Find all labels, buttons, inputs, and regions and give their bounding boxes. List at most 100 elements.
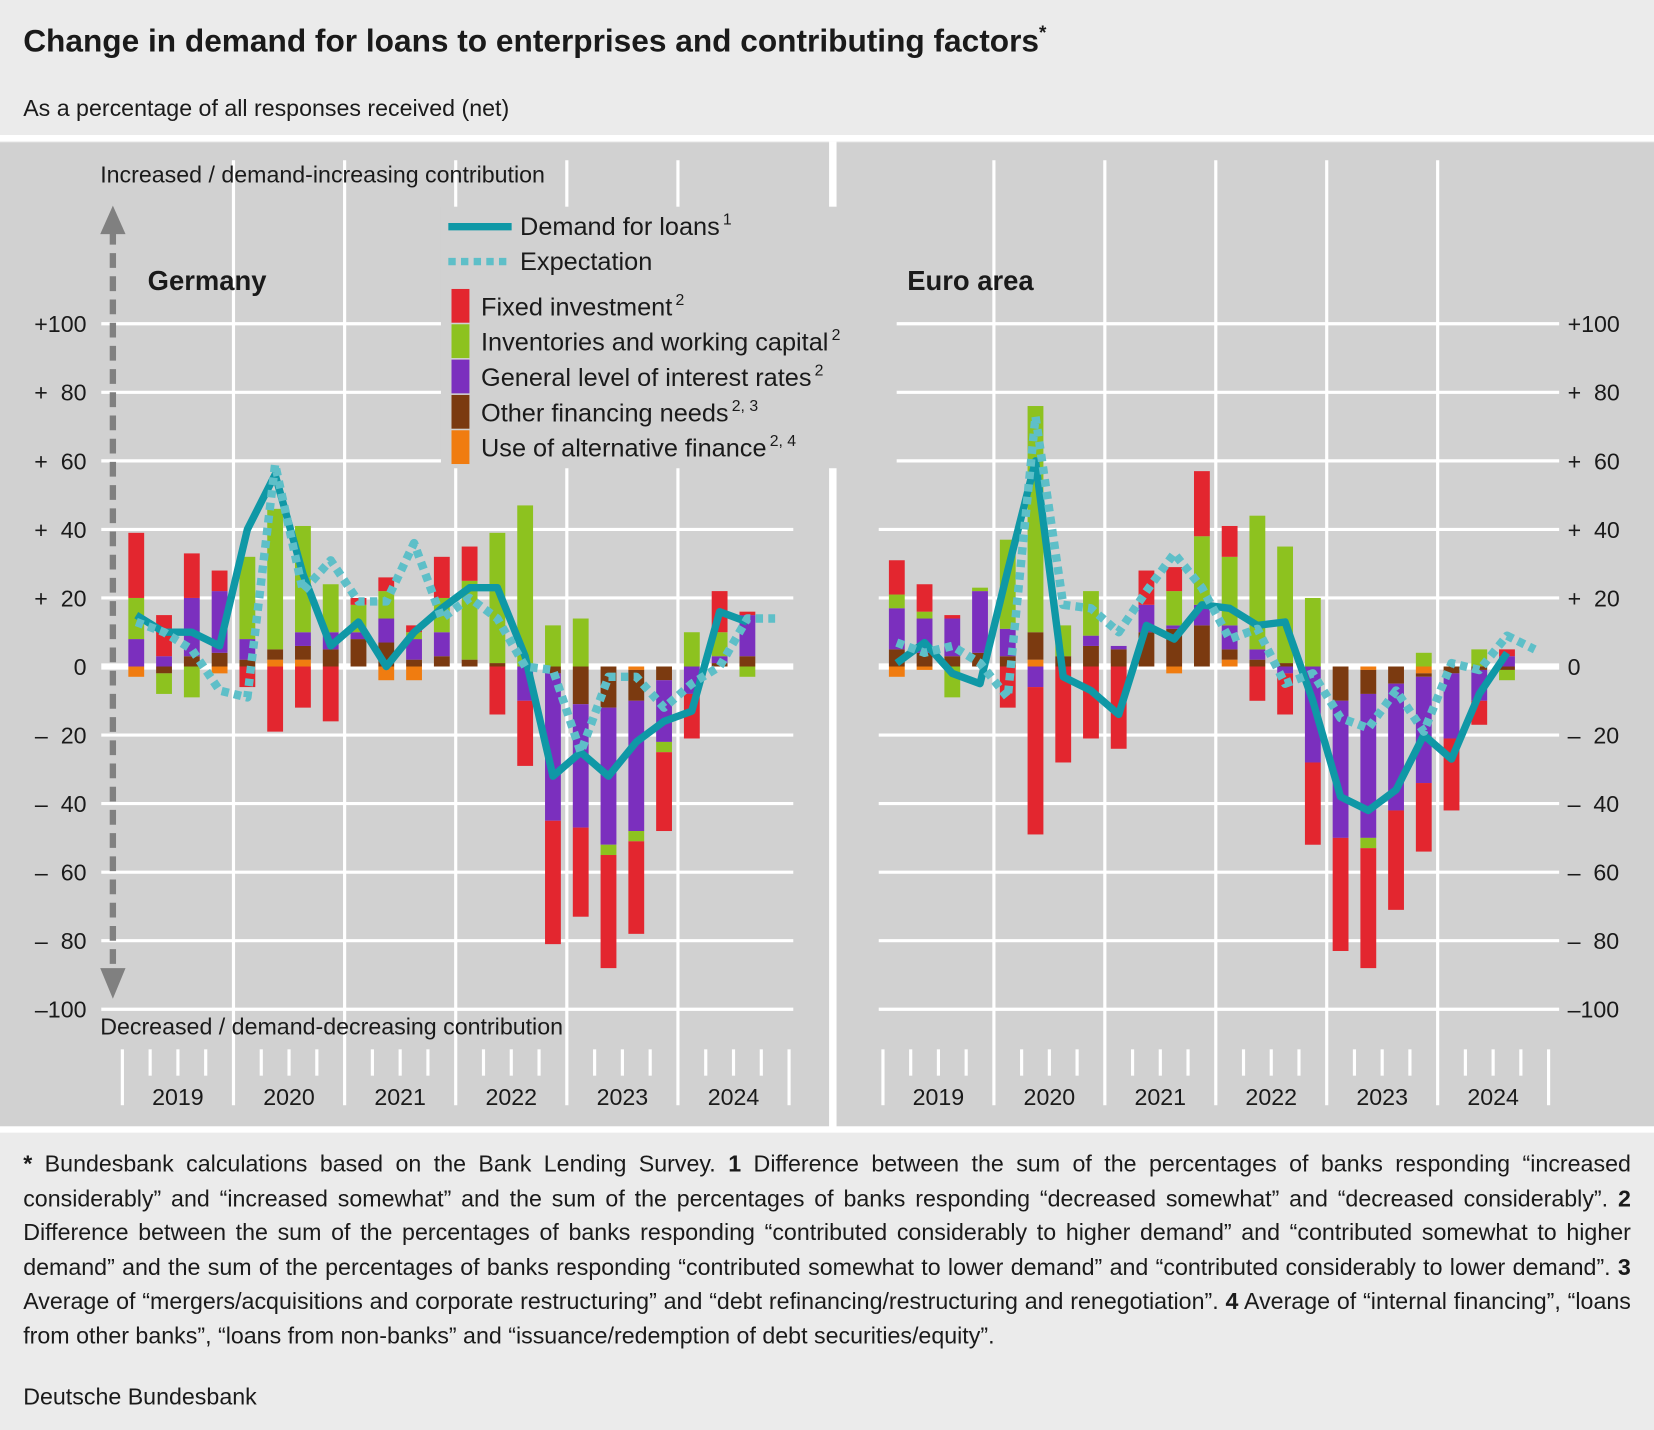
bar-segment	[211, 666, 228, 674]
bar-segment	[183, 597, 200, 657]
bar-segment	[211, 652, 228, 667]
bar-segment	[267, 508, 284, 650]
bar-segment	[322, 666, 339, 722]
bar-segment	[600, 844, 617, 856]
bar-segment	[183, 666, 200, 698]
bar-segment	[916, 584, 933, 612]
bar-segment	[1193, 536, 1210, 605]
bar-segment	[1277, 663, 1294, 667]
bar-segment	[239, 659, 256, 667]
legend-swatch	[451, 324, 470, 359]
bar-segment	[267, 649, 284, 660]
bar-segment	[489, 663, 506, 667]
bar-segment	[1415, 666, 1432, 674]
bar-segment	[683, 632, 700, 667]
bar-segment	[183, 553, 200, 598]
bar-segment	[1221, 525, 1238, 557]
bar-segment	[1166, 567, 1183, 592]
bar-segment	[1166, 591, 1183, 626]
bar-segment	[128, 532, 145, 598]
legend-label: Expectation	[520, 248, 652, 276]
x-year-label: 2023	[1356, 1084, 1408, 1110]
bar-segment	[545, 666, 561, 674]
y-bottom-label: Decreased / demand-decreasing contributi…	[100, 1014, 563, 1040]
bar-segment	[406, 666, 422, 681]
source: Deutsche Bundesbank	[23, 1383, 257, 1411]
bar-segment	[322, 584, 339, 633]
bar-segment	[1499, 656, 1515, 667]
footnote-marker: *	[23, 1150, 33, 1177]
bar-segment	[1360, 669, 1377, 694]
bar-segment	[433, 556, 450, 598]
footnote-text: Difference between the sum of the percen…	[23, 1219, 1631, 1280]
y-tick-label: – 20	[35, 722, 87, 748]
legend-background	[440, 206, 897, 469]
bar-segment	[1083, 666, 1099, 739]
marks	[128, 406, 1537, 969]
footnote-marker: 3	[1617, 1253, 1631, 1280]
bar-segment	[322, 649, 339, 667]
legend-label: General level of interest rates	[481, 364, 811, 392]
bar-segment	[628, 666, 645, 670]
y-tick-label: – 40	[35, 791, 87, 817]
bar-segment	[1388, 666, 1404, 684]
bar-segment	[1083, 635, 1099, 646]
footnote-marker: 4	[1225, 1287, 1239, 1315]
bar-segment	[1360, 837, 1377, 849]
bar-segment	[183, 656, 200, 667]
legend-entry: Demand for loans 1	[520, 212, 732, 242]
subtitle: As a percentage of all responses receive…	[23, 95, 509, 121]
y-tick-label: + 40	[1568, 517, 1620, 543]
bar-segment	[916, 611, 933, 619]
bar-segment	[916, 666, 933, 670]
bar-segment	[572, 827, 589, 917]
bar-segment	[739, 666, 756, 677]
bar-segment	[378, 666, 395, 681]
legend-note: 2	[815, 362, 824, 379]
bar-segment	[1110, 649, 1127, 667]
bar-segment	[572, 618, 589, 667]
bar-segment	[1027, 659, 1044, 667]
x-year-label: 2024	[1467, 1084, 1519, 1110]
bar-segment	[572, 666, 589, 705]
legend-label: Other financing needs	[481, 399, 729, 427]
bar-segment	[888, 666, 905, 677]
legend-note: 2	[675, 292, 684, 309]
y-tick-label: 0	[1568, 654, 1581, 680]
title-text: Change in demand for loans to enterprise…	[23, 23, 1039, 59]
bar-segment	[128, 639, 145, 667]
y-top-label: Increased / demand-increasing contributi…	[100, 161, 545, 187]
title-note: *	[1039, 23, 1047, 44]
bar-segment	[545, 820, 561, 945]
bar-segment	[1027, 687, 1044, 835]
bar-segment	[545, 673, 561, 821]
y-tick-label: –100	[35, 997, 87, 1023]
chart-title: Change in demand for loans to enterprise…	[23, 23, 1047, 59]
bar-segment	[1221, 659, 1238, 667]
y-tick-label: + 80	[34, 380, 86, 406]
y-tick-label: –100	[1568, 997, 1620, 1023]
bar-segment	[972, 587, 988, 592]
x-year-label: 2019	[152, 1084, 204, 1110]
bar-segment	[1332, 666, 1349, 701]
bar-segment	[888, 608, 905, 650]
legend-label: Inventories and working capital	[481, 329, 828, 357]
legend-entry: General level of interest rates 2	[481, 362, 823, 392]
bar-segment	[1249, 515, 1266, 650]
y-tick-label: + 20	[34, 585, 86, 611]
y-tick-label: + 60	[1568, 448, 1620, 474]
bar-segment	[739, 615, 756, 657]
bar-segment	[1415, 783, 1432, 852]
panel-title: Germany	[148, 265, 268, 296]
bar-segment	[1027, 666, 1044, 688]
bar-segment	[239, 556, 256, 640]
bar-segment	[1360, 666, 1377, 670]
x-year-label: 2024	[708, 1084, 760, 1110]
bar-segment	[1027, 632, 1044, 660]
x-year-label: 2022	[1245, 1084, 1297, 1110]
y-tick-label: – 60	[1568, 860, 1620, 886]
bar-segment	[1277, 666, 1294, 674]
footnote-text: Bundesbank calculations based on the Ban…	[44, 1150, 716, 1177]
y-tick-label: + 40	[34, 517, 86, 543]
bar-segment	[1249, 659, 1266, 667]
